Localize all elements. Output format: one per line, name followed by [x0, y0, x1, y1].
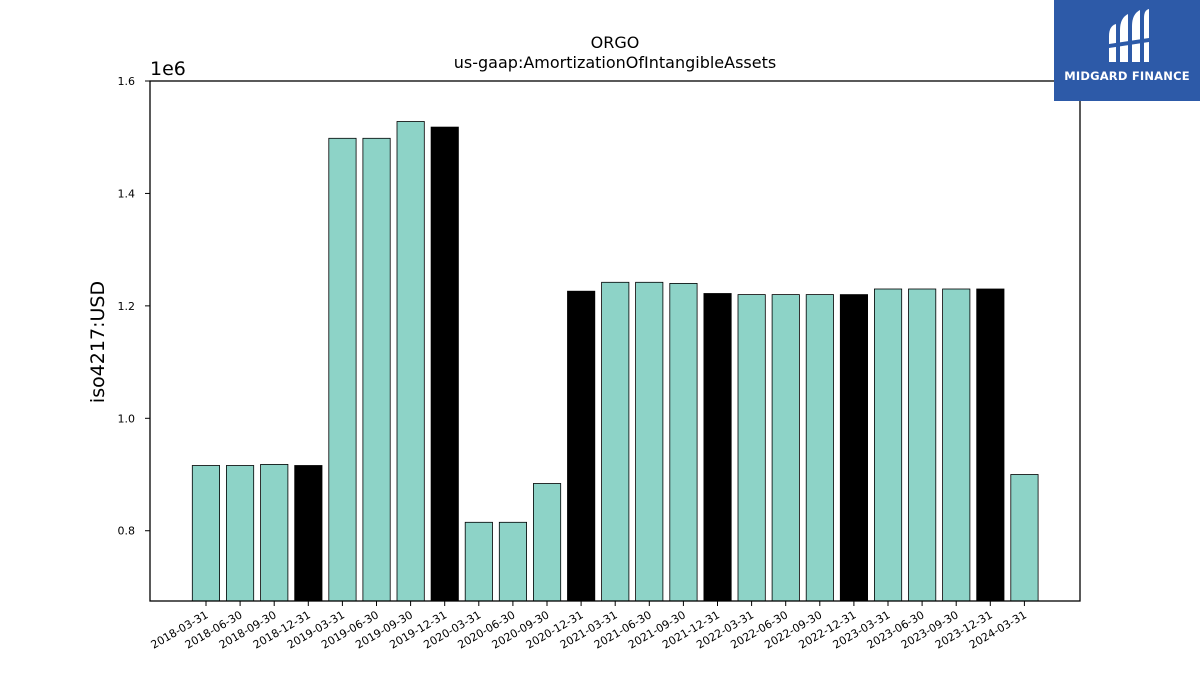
y-axis-offset-label: 1e6: [150, 58, 186, 80]
bar-2019-06-30: [362, 137, 391, 602]
bar-2020-09-30: [533, 483, 562, 602]
bar-2018-09-30: [260, 463, 289, 602]
y-tick-label: 1.6: [118, 75, 136, 88]
bar-2019-03-31: [328, 137, 357, 602]
y-axis-label: iso4217:USD: [87, 281, 109, 403]
bar-2018-03-31: [191, 465, 221, 602]
bar-2020-03-31: [464, 521, 493, 602]
y-tick-label: 1.4: [118, 187, 136, 200]
brand-name: MIDGARD FINANCE: [1064, 69, 1190, 83]
bar-2022-06-30: [771, 294, 800, 602]
bar-2020-12-31: [567, 290, 596, 602]
bar-2023-12-31: [976, 288, 1005, 602]
y-tick-label: 0.8: [118, 525, 136, 538]
bar-2020-06-30: [498, 521, 527, 602]
x-ticks-group: 2018-03-312018-06-302018-09-302018-12-31…: [149, 601, 1029, 652]
bar-2021-09-30: [669, 282, 698, 602]
bar-2023-06-30: [908, 288, 937, 602]
plot-frame: [149, 80, 1081, 602]
bar-2021-12-31: [703, 293, 732, 602]
bar-2019-12-31: [430, 126, 459, 602]
bar-2018-06-30: [225, 465, 255, 602]
bar-2018-12-31: [294, 465, 323, 602]
y-tick-label: 1.0: [118, 412, 136, 425]
bar-2021-03-31: [601, 281, 630, 602]
brand-logo: MIDGARD FINANCE: [1054, 0, 1200, 101]
chart-title: ORGO: [591, 33, 640, 52]
bar-2019-09-30: [396, 121, 425, 602]
bar-2023-03-31: [874, 288, 903, 602]
bar-2022-12-31: [839, 294, 868, 602]
y-ticks-group: 0.8 1.0 1.2 1.4 1.6: [118, 75, 150, 538]
bars-group: [191, 121, 1039, 602]
bar-2021-06-30: [635, 281, 664, 602]
y-tick-label: 1.2: [118, 300, 136, 313]
bar-2024-03-31: [1010, 474, 1039, 602]
bar-2022-03-31: [737, 294, 766, 602]
bar-2023-09-30: [942, 288, 971, 602]
bar-2022-09-30: [805, 294, 834, 602]
chart-subtitle: us-gaap:AmortizationOfIntangibleAssets: [454, 53, 776, 72]
midgard-logo-icon: [1109, 9, 1149, 62]
